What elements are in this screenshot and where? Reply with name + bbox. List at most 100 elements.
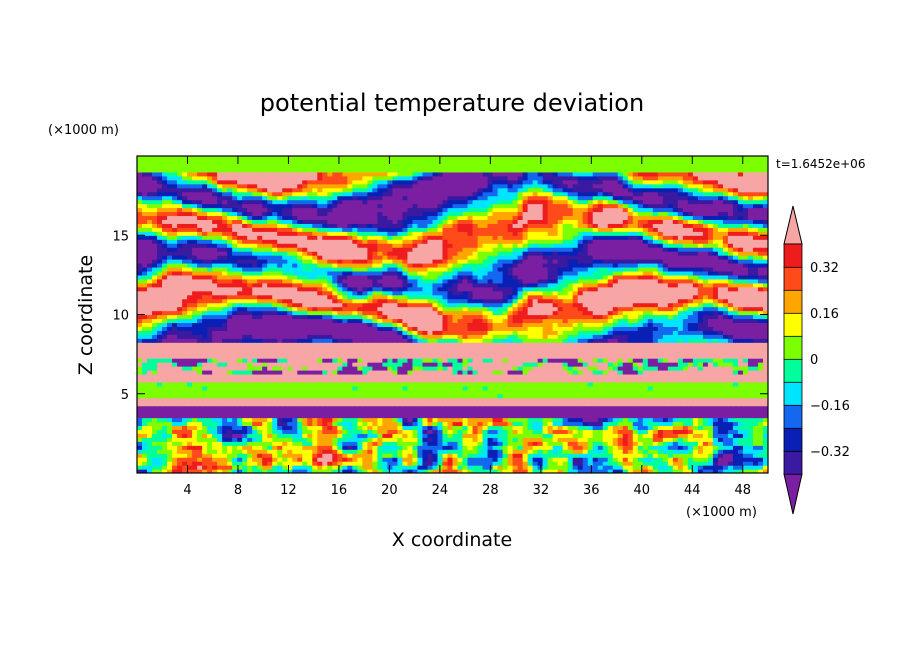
field-cell <box>747 417 754 423</box>
field-cell <box>312 421 318 427</box>
field-cell <box>752 465 759 470</box>
field-cell <box>267 362 273 367</box>
field-cell <box>662 461 669 466</box>
field-cell <box>372 385 378 391</box>
field-cell <box>462 350 469 355</box>
field-cell <box>267 326 273 331</box>
field-cell <box>747 366 754 371</box>
field-cell <box>757 318 764 324</box>
field-cell <box>702 330 709 335</box>
field-cell <box>217 449 223 454</box>
field-cell <box>287 346 293 351</box>
field-cell <box>457 393 464 399</box>
field-cell <box>397 405 404 411</box>
field-cell <box>642 449 649 454</box>
field-cell <box>527 366 534 371</box>
field-cell <box>487 421 494 427</box>
field-cell <box>397 453 404 458</box>
field-cell <box>727 449 734 454</box>
field-cell <box>762 437 768 442</box>
field-cell <box>447 445 454 450</box>
field-cell <box>267 350 273 355</box>
field-cell <box>242 417 248 423</box>
field-cell <box>332 369 338 375</box>
field-cell <box>617 457 624 462</box>
field-cell <box>442 381 449 387</box>
field-cell <box>437 350 444 355</box>
field-cell <box>372 377 378 383</box>
field-cell <box>462 385 469 391</box>
field-cell <box>237 385 243 391</box>
field-cell <box>417 457 424 462</box>
field-cell <box>487 413 494 419</box>
field-cell <box>352 350 358 355</box>
field-cell <box>477 421 484 427</box>
field-cell <box>137 437 143 442</box>
field-cell <box>257 377 263 383</box>
field-cell <box>497 441 504 446</box>
field-cell <box>587 393 594 399</box>
field-cell <box>267 342 273 347</box>
field-cell <box>507 322 514 327</box>
field-cell <box>602 465 609 470</box>
field-cell <box>757 457 764 462</box>
field-cell <box>687 385 694 391</box>
field-cell <box>642 461 649 466</box>
field-cell <box>397 350 404 355</box>
field-cell <box>247 441 253 446</box>
field-cell <box>427 441 434 446</box>
field-cell <box>422 358 429 363</box>
field-cell <box>197 334 203 339</box>
field-cell <box>572 441 579 446</box>
field-cell <box>607 401 614 407</box>
field-cell <box>467 314 474 320</box>
field-cell <box>242 314 248 320</box>
field-cell <box>727 465 734 470</box>
field-cell <box>377 449 383 454</box>
field-cell <box>162 457 168 462</box>
field-cell <box>467 457 474 462</box>
field-cell <box>337 362 343 367</box>
field-cell <box>562 457 569 462</box>
field-cell <box>592 369 599 375</box>
field-cell <box>312 401 318 407</box>
field-cell <box>542 417 549 423</box>
field-cell <box>347 334 353 339</box>
field-cell <box>587 449 594 454</box>
field-cell <box>162 441 168 446</box>
field-cell <box>682 354 689 359</box>
field-cell <box>517 350 524 355</box>
field-cell <box>477 433 484 438</box>
field-cell <box>527 445 534 450</box>
field-cell <box>302 441 308 446</box>
field-cell <box>632 457 639 462</box>
field-cell <box>252 393 258 399</box>
field-cell <box>207 322 213 327</box>
field-cell <box>147 469 153 473</box>
field-cell <box>597 330 604 335</box>
field-cell <box>187 409 193 415</box>
field-cell <box>427 385 434 391</box>
field-cell <box>262 373 268 379</box>
field-cell <box>217 409 223 415</box>
field-cell <box>222 342 228 347</box>
field-cell <box>427 429 434 434</box>
field-cell <box>317 393 323 399</box>
field-cell <box>222 409 228 415</box>
field-cell <box>147 437 153 442</box>
field-cell <box>247 362 253 367</box>
field-cell <box>157 445 163 450</box>
field-cell <box>297 401 303 407</box>
field-cell <box>567 453 574 458</box>
field-cell <box>707 366 714 371</box>
field-cell <box>262 326 268 331</box>
field-cell <box>172 334 178 339</box>
field-cell <box>172 366 178 371</box>
field-cell <box>347 322 353 327</box>
field-cell <box>177 441 183 446</box>
field-cell <box>152 417 158 423</box>
field-cell <box>212 326 218 331</box>
field-cell <box>437 330 444 335</box>
field-cell <box>232 322 238 327</box>
field-cell <box>622 393 629 399</box>
